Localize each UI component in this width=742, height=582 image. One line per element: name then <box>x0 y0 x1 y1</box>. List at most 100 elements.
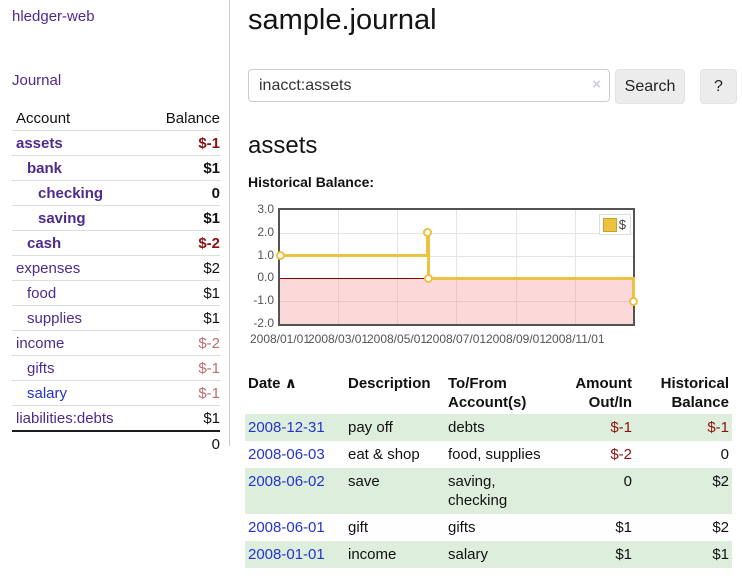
account-balance: 0 <box>147 180 220 206</box>
account-link-income[interactable]: income <box>16 335 65 352</box>
account-balance: $-2 <box>147 330 220 356</box>
gridline <box>456 210 458 324</box>
account-balance: $1 <box>147 405 220 431</box>
y-axis-tick-label: 0.0 <box>257 270 274 285</box>
x-axis-tick-label: 2008/05/01 <box>366 332 428 346</box>
register-table: Date ∧ Description To/From Account(s) Amo… <box>245 372 732 568</box>
legend-swatch-icon <box>602 217 617 232</box>
account-link-gifts[interactable]: gifts <box>27 360 55 377</box>
sort-ascending-icon: ∧ <box>284 375 297 392</box>
transaction-date-link[interactable]: 2008-06-03 <box>248 446 325 463</box>
transaction-date-link[interactable]: 2008-06-01 <box>248 519 325 536</box>
main-content: sample.journal × Search ? assets Histori… <box>245 0 737 568</box>
series-line <box>631 277 635 303</box>
account-row: bank $1 <box>12 155 220 181</box>
account-row: income $-2 <box>12 330 220 356</box>
help-button[interactable]: ? <box>700 69 737 104</box>
transaction-accounts: salary <box>445 541 555 568</box>
transaction-accounts: food, supplies <box>448 446 541 463</box>
transaction-date-link[interactable]: 2008-01-01 <box>248 546 325 563</box>
register-row: 2008-06-03 eat & shop food, supplies $-2… <box>245 441 732 468</box>
account-link-expenses[interactable]: expenses <box>16 260 81 277</box>
chart-legend: $ <box>598 214 631 235</box>
sidebar: hledger-web Journal Account Balance asse… <box>0 0 230 456</box>
page-title: sample.journal <box>248 4 437 36</box>
data-point <box>423 228 433 238</box>
account-link-assets[interactable]: assets <box>16 135 63 152</box>
account-balance: $1 <box>147 155 220 181</box>
gridline <box>397 210 399 324</box>
y-axis-tick-label: 1.0 <box>257 247 274 262</box>
data-point <box>424 273 434 283</box>
account-heading: assets <box>248 132 318 159</box>
account-row: salary $-1 <box>12 380 220 406</box>
historical-balance-chart: 3.0 2.0 1.0 0.0 -1.0 -2.0 $ 2008/01/01 2008/03… <box>248 203 737 348</box>
register-header-balance: Historical Balance <box>660 375 729 411</box>
account-row: expenses $2 <box>12 255 220 281</box>
account-balance: $1 <box>147 280 220 306</box>
register-header-row: Date ∧ Description To/From Account(s) Amo… <box>245 372 732 414</box>
accounts-total-value: 0 <box>147 430 220 456</box>
register-header-date[interactable]: Date ∧ <box>248 375 297 392</box>
sidebar-item-journal[interactable]: Journal <box>12 72 62 89</box>
transaction-accounts: debts <box>445 414 555 441</box>
account-balance: $-1 <box>147 355 220 381</box>
legend-label: $ <box>618 217 626 232</box>
chart-title: Historical Balance: <box>248 174 375 190</box>
search-input[interactable] <box>248 69 610 102</box>
account-row: liabilities:debts $1 <box>12 405 220 431</box>
series-line <box>427 231 431 280</box>
gridline <box>515 210 517 324</box>
register-row: 2008-12-31 pay off debts $-1 $-1 <box>245 414 732 441</box>
transaction-date-link[interactable]: 2008-12-31 <box>248 419 325 436</box>
account-balance: $-1 <box>147 130 220 156</box>
account-row: assets $-1 <box>12 130 220 156</box>
register-row: 2008-06-01 gift gifts $1 $2 <box>245 514 732 541</box>
account-link-bank[interactable]: bank <box>27 160 63 177</box>
register-header-accounts: To/From Account(s) <box>448 375 527 411</box>
account-link-supplies[interactable]: supplies <box>27 310 83 327</box>
series-line <box>425 231 429 257</box>
search-button[interactable]: Search <box>615 69 685 104</box>
account-link-checking[interactable]: checking <box>38 185 104 202</box>
x-axis-tick-label: 2008/01/01 <box>249 332 311 346</box>
account-link-cash[interactable]: cash <box>27 235 62 252</box>
transaction-description: gift <box>348 519 369 536</box>
account-balance: $1 <box>147 205 220 231</box>
gridline <box>574 210 576 324</box>
transaction-amount: $1 <box>615 519 632 536</box>
transaction-accounts: saving, checking <box>445 468 555 514</box>
register-header-description: Description <box>348 375 431 392</box>
negative-region <box>280 278 633 324</box>
transaction-date-link[interactable]: 2008-06-02 <box>248 473 325 490</box>
transaction-balance: 0 <box>720 446 729 463</box>
account-link-salary[interactable]: salary <box>27 385 68 402</box>
account-row: saving $1 <box>12 205 220 231</box>
gridline <box>338 210 340 324</box>
register-row: 2008-01-01 income salary $1 $1 <box>245 541 732 568</box>
account-link-saving[interactable]: saving <box>38 210 86 227</box>
brand-link[interactable]: hledger-web <box>12 8 95 25</box>
account-balance: $2 <box>147 255 220 281</box>
data-point <box>275 251 285 261</box>
transaction-balance: $-1 <box>635 414 732 441</box>
account-link-liabilities-debts[interactable]: liabilities:debts <box>16 410 114 427</box>
chart-y-axis: 3.0 2.0 1.0 0.0 -1.0 -2.0 <box>248 203 274 330</box>
transaction-amount: $1 <box>555 541 635 568</box>
x-axis-tick-label: 2008/07/01 <box>425 332 487 346</box>
x-axis-tick-label: 2008/03/01 <box>307 332 369 346</box>
register-row: 2008-06-02 save saving, checking 0 $2 <box>245 468 732 514</box>
transaction-amount: 0 <box>555 468 635 514</box>
account-link-food[interactable]: food <box>27 285 57 302</box>
transaction-description: income <box>345 541 445 568</box>
transaction-balance: $1 <box>635 541 732 568</box>
account-balance: $-2 <box>147 230 220 256</box>
transaction-amount: $-1 <box>555 414 635 441</box>
account-row: supplies $1 <box>12 305 220 331</box>
accounts-header-balance: Balance <box>165 110 220 127</box>
account-row: checking 0 <box>12 180 220 206</box>
clear-search-icon[interactable]: × <box>592 76 601 93</box>
y-axis-tick-label: 2.0 <box>257 224 274 239</box>
accounts-table: Account Balance assets $-1 bank $1 check… <box>12 106 220 456</box>
